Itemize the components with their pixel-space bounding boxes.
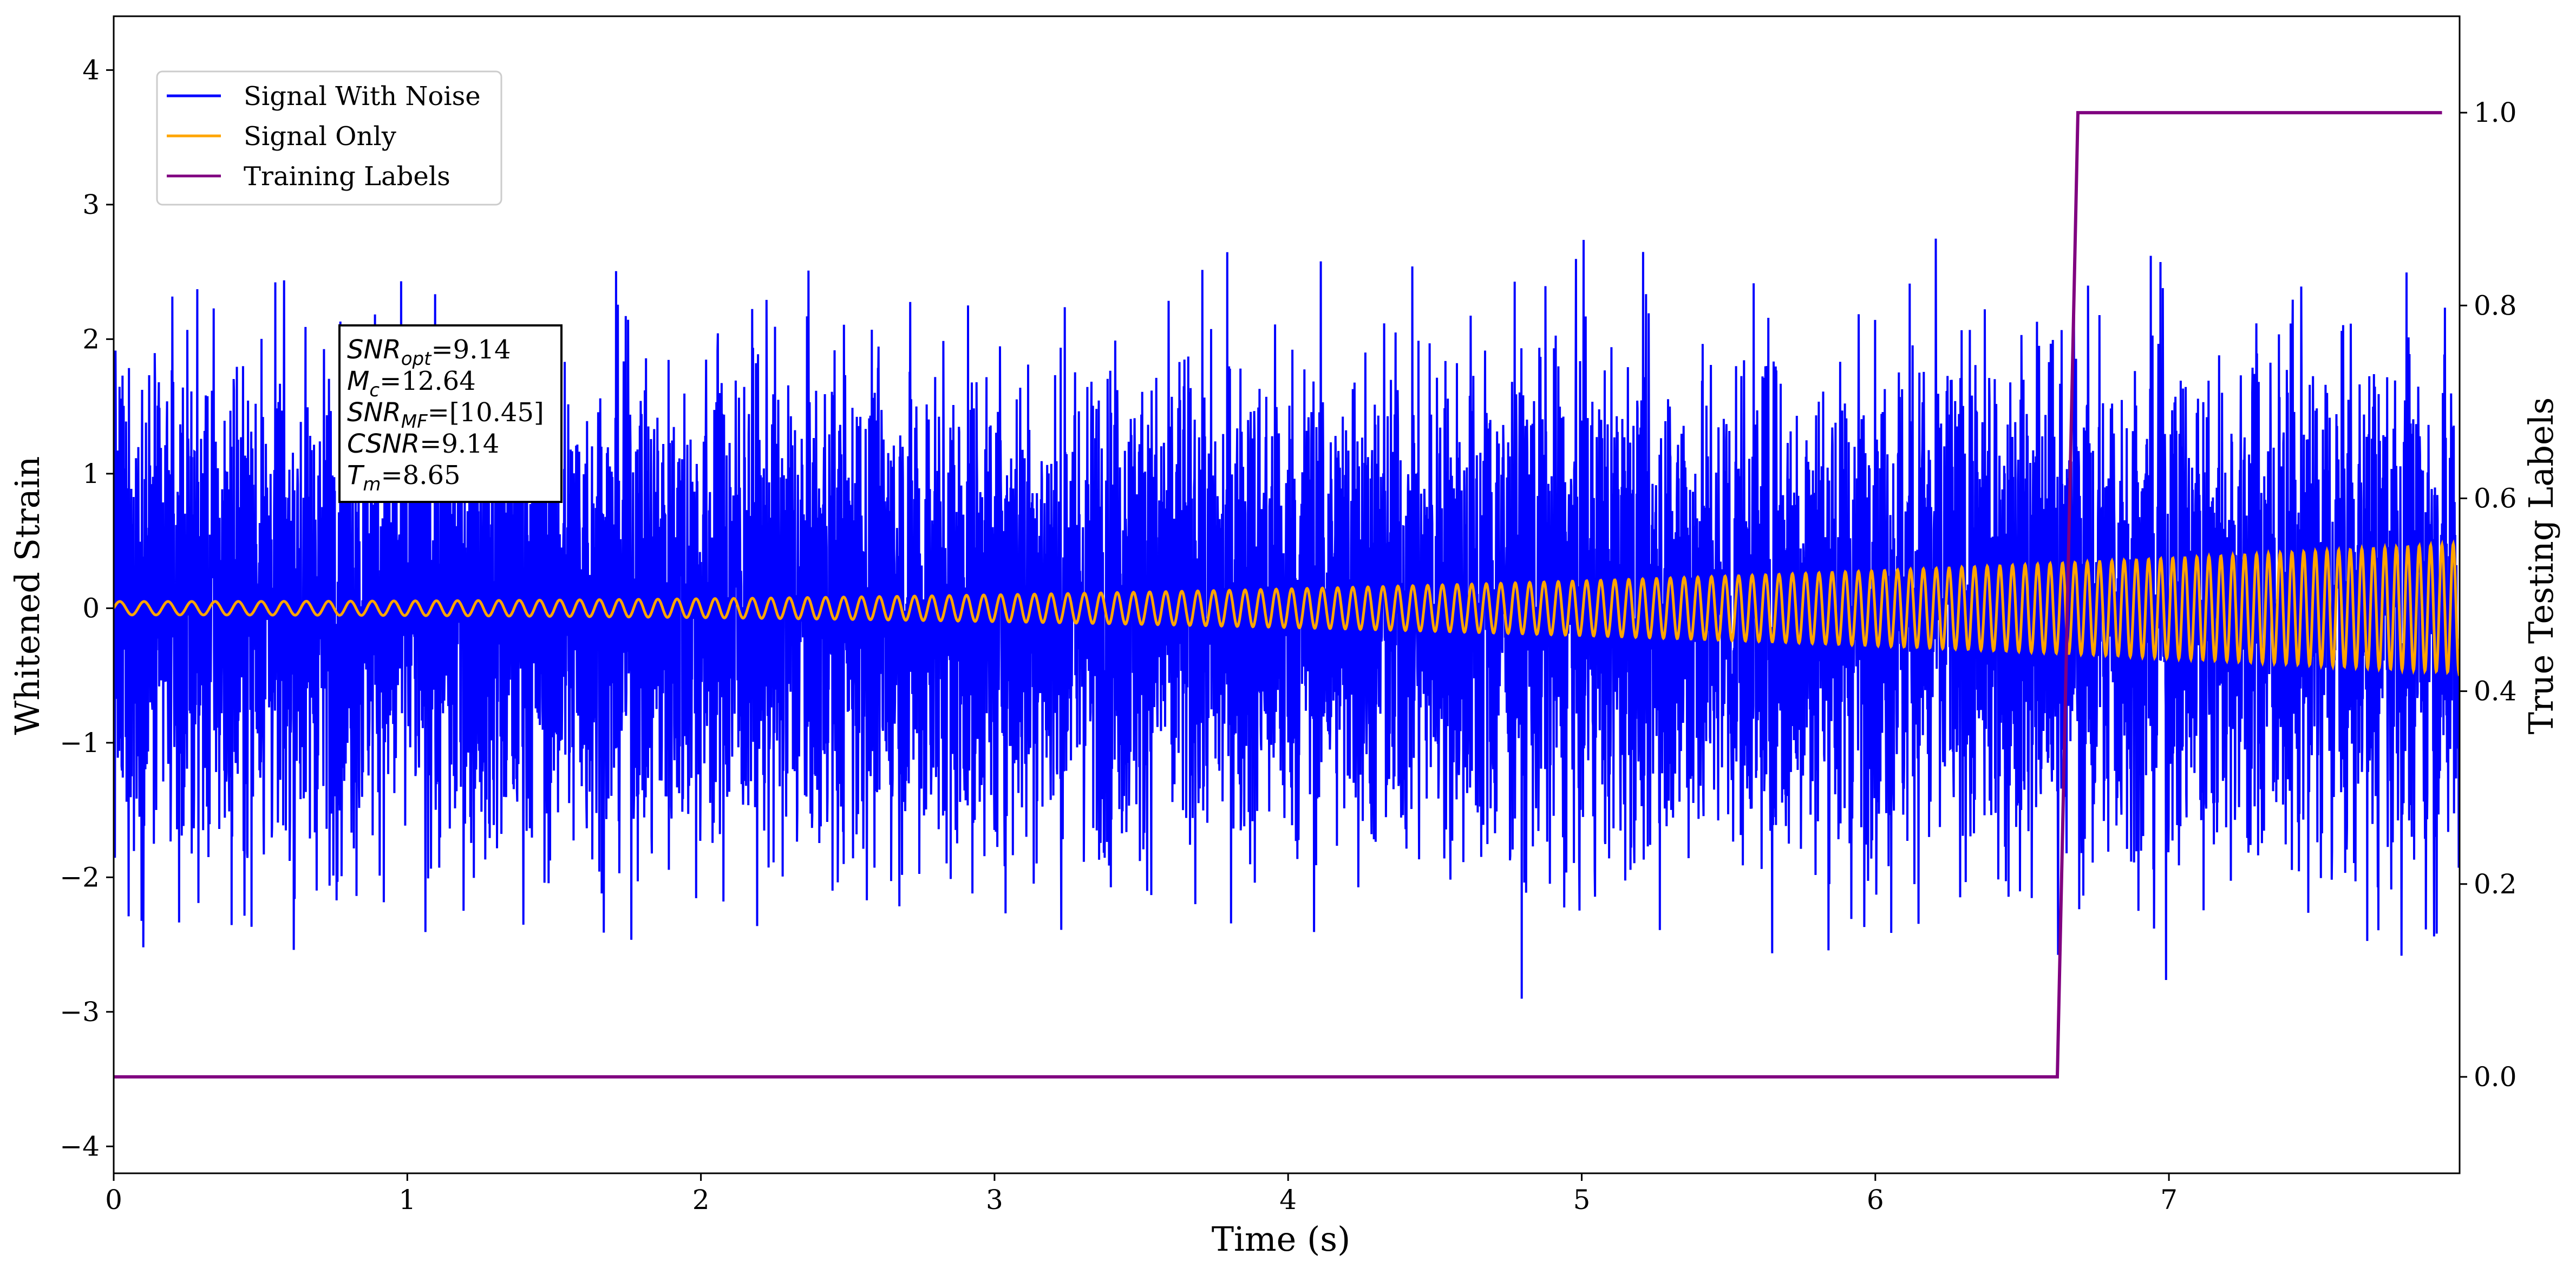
y-tick-label: 0 <box>82 592 100 624</box>
y-axis-title: Whitened Strain <box>8 456 47 735</box>
x-tick-label: 2 <box>692 1184 710 1216</box>
x-axis: 0 1 2 3 4 5 6 7 <box>105 1173 2178 1216</box>
annotation-line: SNRopt=9.14 <box>347 335 511 370</box>
legend-label-labels: Training Labels <box>244 161 450 192</box>
y-tick-label: −3 <box>60 996 100 1028</box>
x-tick-label: 7 <box>2160 1184 2178 1216</box>
legend-box <box>156 70 502 206</box>
x-tick-label: 5 <box>1573 1184 1591 1216</box>
annotation-line: Mc=12.64 <box>347 366 476 401</box>
y-axis-right: 0.0 0.2 0.4 0.6 0.8 1.0 <box>2460 97 2517 1093</box>
y-tick-label: 3 <box>82 189 100 220</box>
y2-tick-label: 0.6 <box>2474 482 2517 514</box>
plot-frame <box>113 15 2461 1174</box>
annotation-line: CSNR=9.14 <box>347 429 499 459</box>
y-tick-label: −2 <box>60 861 100 893</box>
legend: Signal With Noise Signal Only Training L… <box>156 70 502 206</box>
y2-tick-label: 0.0 <box>2474 1061 2517 1093</box>
x-axis-title: Time (s) <box>1212 1219 1351 1259</box>
x-tick-label: 6 <box>1867 1184 1884 1216</box>
training-labels-line <box>114 111 2442 1079</box>
y-tick-label: 2 <box>82 323 100 355</box>
y2-tick-label: 0.8 <box>2474 290 2517 321</box>
x-tick-label: 0 <box>105 1184 122 1216</box>
annotation-line: Tm=8.65 <box>347 460 461 495</box>
x-tick-label: 4 <box>1279 1184 1297 1216</box>
y2-tick-label: 0.4 <box>2474 676 2517 707</box>
legend-label-noise: Signal With Noise <box>244 81 481 112</box>
y-tick-label: −1 <box>60 727 100 759</box>
annotation-line: SNRMF=[10.45] <box>347 397 544 433</box>
signal-only-line <box>114 539 2460 677</box>
y-tick-label: 1 <box>82 458 100 489</box>
x-tick-label: 1 <box>398 1184 416 1216</box>
y-tick-label: 4 <box>82 54 100 86</box>
x-tick-label: 3 <box>986 1184 1003 1216</box>
y2-tick-label: 1.0 <box>2474 97 2517 128</box>
y-axis-left: −4 −3 −2 −1 0 1 2 3 4 <box>60 54 114 1162</box>
y2-axis-title: True Testing Labels <box>2521 397 2561 735</box>
chirp-series-layer <box>114 539 2460 677</box>
y-tick-label: −4 <box>60 1131 100 1162</box>
parameter-annotation-box: SNRopt=9.14Mc=12.64SNRMF=[10.45]CSNR=9.1… <box>338 324 563 503</box>
noise-series-layer <box>114 238 2460 999</box>
legend-label-signal: Signal Only <box>244 121 396 152</box>
training-labels-layer <box>114 111 2442 1079</box>
noise-series-line <box>114 238 2460 999</box>
y2-tick-label: 0.2 <box>2474 868 2517 900</box>
annotation-frame <box>338 324 563 503</box>
